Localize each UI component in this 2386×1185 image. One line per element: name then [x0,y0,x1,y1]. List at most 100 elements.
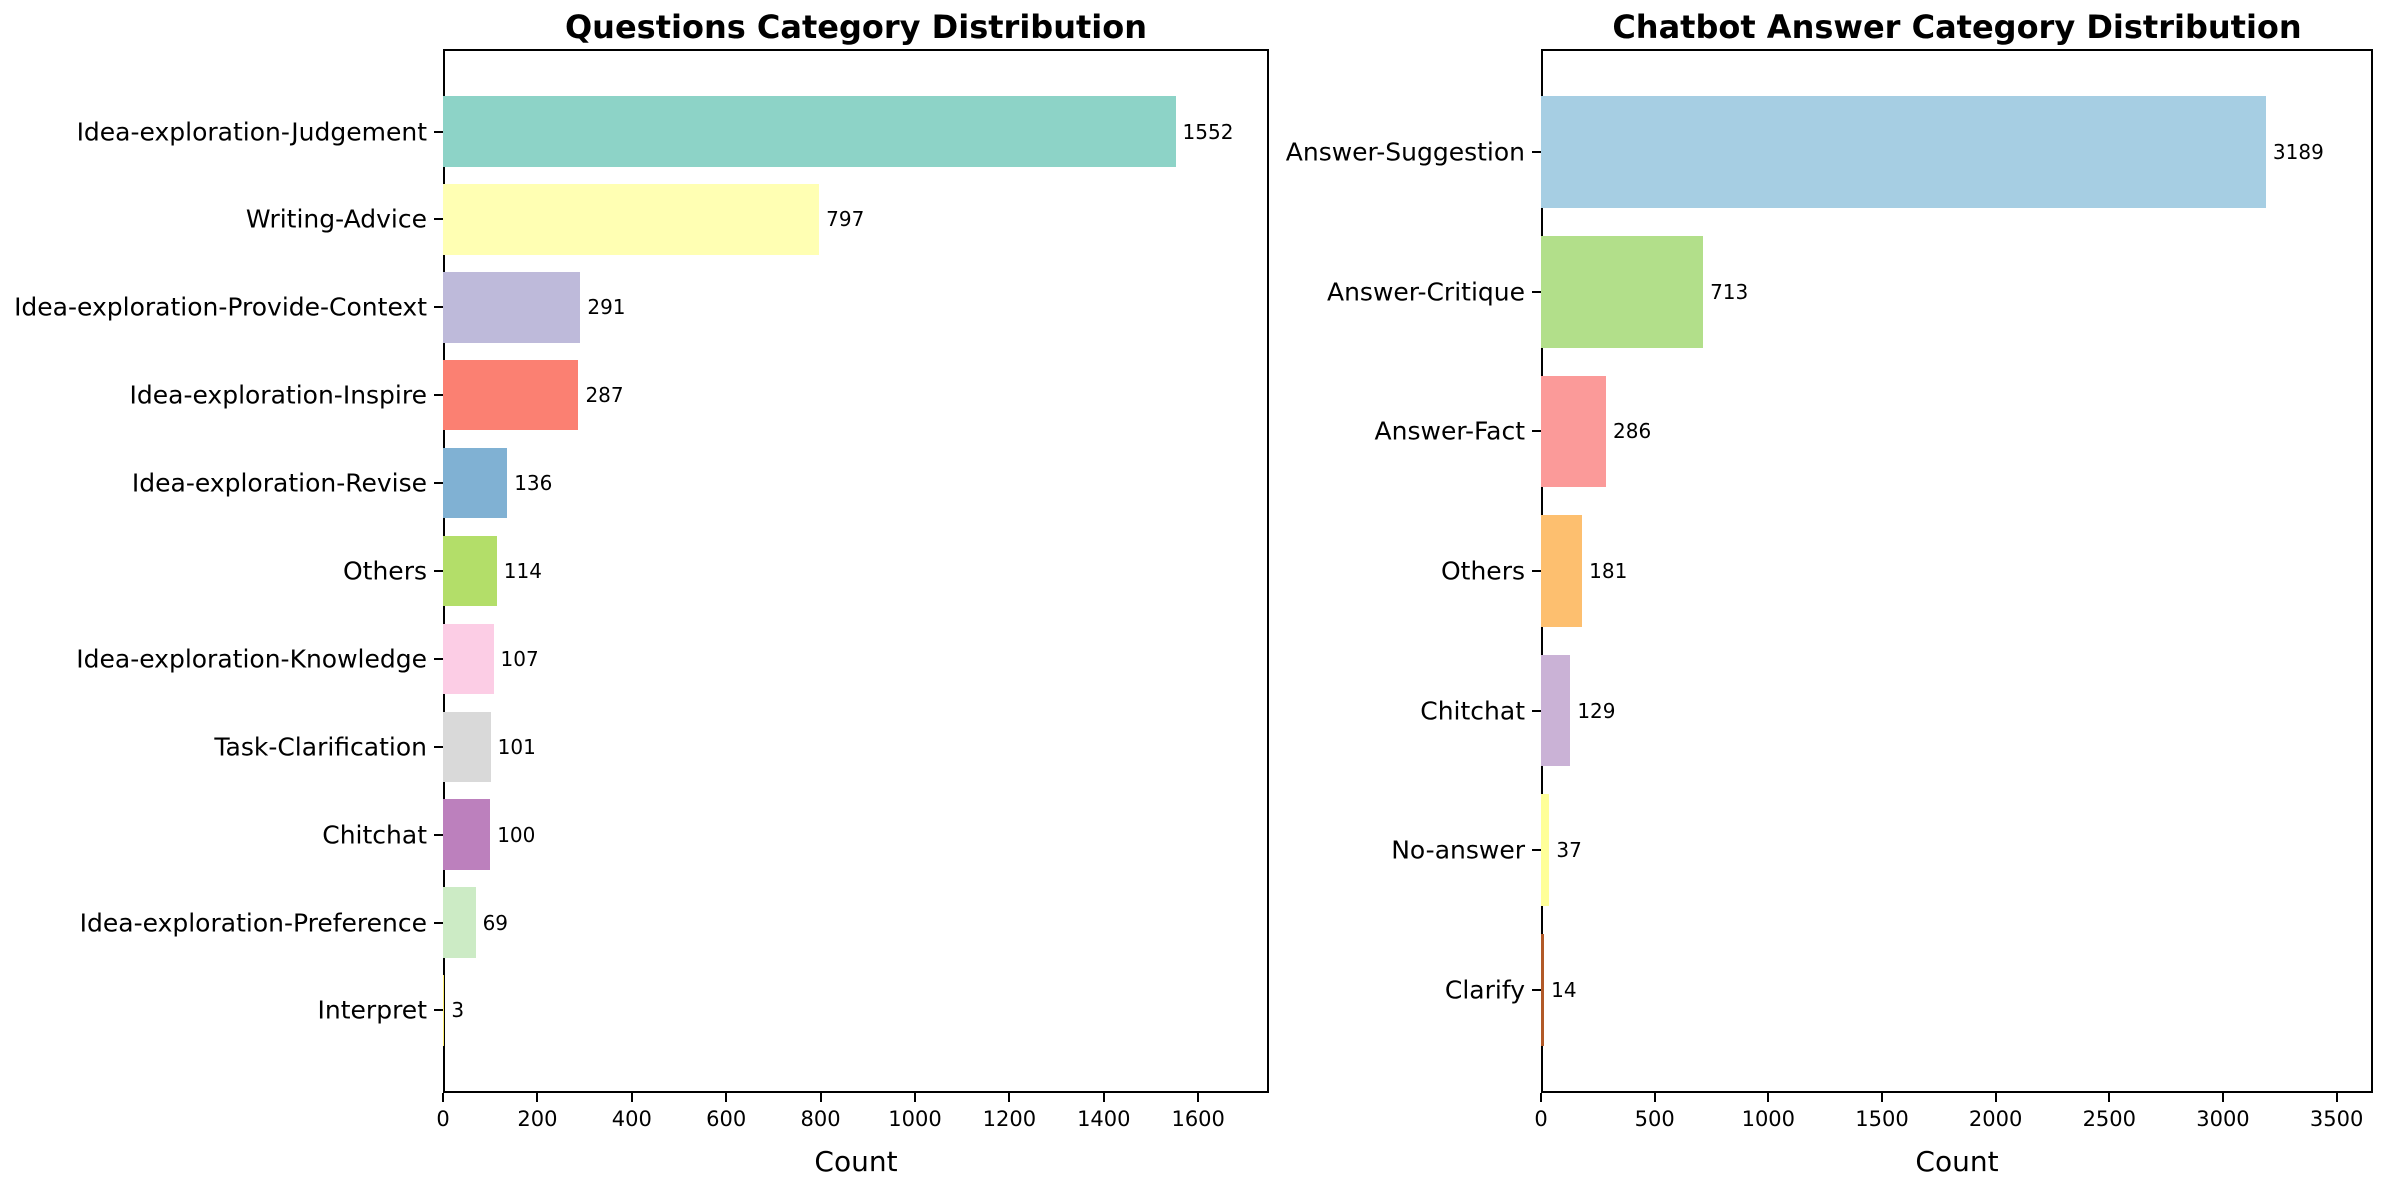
bar-interpret [443,975,445,1046]
y-tick-mark [434,218,443,221]
questions-chart-title: Questions Category Distribution [564,8,1148,46]
x-tick-mark [819,1093,822,1102]
category-label-answer-fact: Answer-Fact [1374,416,1525,446]
x-axis-label-count: Count [814,1145,898,1178]
chatbot-plot-area [1541,49,2373,1093]
category-label-answer-critique: Answer-Critique [1326,277,1525,307]
category-label-chitchat: Chitchat [322,820,427,850]
y-tick-mark [434,130,443,133]
x-tick-label: 1000 [888,1107,942,1131]
bar-others [443,535,497,607]
x-tick-mark [725,1093,728,1102]
y-tick-mark [434,1009,443,1012]
value-label-interpret: 3 [451,998,465,1023]
bar-clarify [1541,933,1545,1046]
y-tick-mark [434,921,443,924]
value-label-others: 114 [503,559,542,583]
y-tick-mark [434,306,443,309]
y-tick-mark [1532,988,1541,991]
category-label-task-clarification: Task-Clarification [214,732,427,762]
x-tick-label: 1500 [1855,1107,1909,1131]
x-tick-label: 200 [517,1107,558,1131]
x-tick-mark [1540,1093,1542,1102]
y-tick-mark [1532,570,1541,572]
value-label-task-clarification: 101 [497,734,536,759]
x-tick-label: 400 [611,1107,652,1131]
value-label-answer-critique: 713 [1710,279,1749,304]
bar-others [1541,515,1583,627]
x-tick-label: 0 [1534,1107,1548,1131]
y-tick-mark [434,570,443,572]
x-tick-label: 2500 [2082,1107,2137,1131]
x-tick-mark [2221,1093,2224,1102]
value-label-others: 181 [1589,559,1628,583]
value-label-answer-suggestion: 3189 [2272,140,2324,165]
x-tick-label: 3500 [2309,1107,2364,1131]
x-tick-label: 1600 [1171,1107,1225,1131]
y-tick-mark [434,394,443,397]
value-label-idea-exploration-preference: 69 [482,910,509,935]
y-tick-mark [434,657,443,660]
category-label-no-answer: No-answer [1391,835,1525,865]
bar-idea-exploration-preference [443,887,476,958]
x-tick-label: 500 [1634,1107,1675,1131]
x-tick-mark [442,1093,444,1102]
category-label-writing-advice: Writing-Advice [245,204,427,234]
value-label-idea-exploration-judgement: 1552 [1182,119,1234,144]
y-tick-mark [1532,849,1541,852]
value-label-idea-exploration-inspire: 287 [585,383,624,408]
x-tick-label: 1200 [982,1107,1037,1131]
category-label-chitchat: Chitchat [1420,696,1525,726]
category-label-others: Others [1440,556,1525,586]
bar-idea-exploration-revise [443,447,508,519]
value-label-answer-fact: 286 [1613,419,1652,444]
category-label-interpret: Interpret [317,995,427,1025]
y-tick-mark [1532,709,1541,712]
y-tick-mark [1532,430,1541,433]
bar-no-answer [1541,794,1550,906]
y-tick-mark [434,482,443,485]
x-tick-mark [1767,1093,1770,1102]
category-label-answer-suggestion: Answer-Suggestion [1285,137,1525,167]
x-tick-label: 1000 [1741,1107,1796,1131]
value-label-idea-exploration-provide-context: 291 [587,295,626,320]
value-label-chitchat: 129 [1577,698,1616,723]
chatbot-chart-title: Chatbot Answer Category Distribution [1612,8,2302,46]
x-tick-mark [1994,1093,1997,1102]
category-label-others: Others [342,556,427,586]
x-tick-mark [914,1093,916,1102]
bar-answer-fact [1541,375,1606,488]
category-label-idea-exploration-knowledge: Idea-exploration-Knowledge [76,644,427,674]
x-tick-mark [1197,1093,1200,1102]
bar-idea-exploration-provide-context [443,272,581,343]
value-label-writing-advice: 797 [826,207,865,232]
x-tick-mark [1102,1093,1105,1102]
x-tick-mark [630,1093,633,1102]
value-label-clarify: 14 [1551,977,1577,1002]
y-tick-mark [434,833,443,836]
x-tick-label: 800 [800,1107,841,1131]
x-tick-label: 600 [706,1107,747,1131]
bar-idea-exploration-judgement [443,96,1176,167]
bar-answer-critique [1541,236,1704,348]
x-tick-mark [536,1093,539,1102]
category-label-idea-exploration-preference: Idea-exploration-Preference [79,908,427,937]
y-tick-mark [434,745,443,748]
x-tick-label: 1400 [1077,1107,1131,1131]
category-label-idea-exploration-inspire: Idea-exploration-Inspire [129,380,428,410]
category-label-idea-exploration-judgement: Idea-exploration-Judgement [76,117,427,147]
x-tick-mark [1880,1093,1883,1102]
bar-answer-suggestion [1541,96,2266,209]
category-label-idea-exploration-revise: Idea-exploration-Revise [131,468,427,498]
value-label-idea-exploration-revise: 136 [514,471,553,496]
x-tick-label: 2000 [1968,1107,2023,1131]
x-tick-label: 3000 [2196,1107,2250,1131]
bar-chitchat [443,799,491,870]
bar-chitchat [1541,654,1571,767]
category-label-idea-exploration-provide-context: Idea-exploration-Provide-Context [14,292,427,322]
bar-writing-advice [443,184,820,255]
x-tick-mark [1653,1093,1656,1102]
y-tick-mark [1532,151,1541,154]
bar-idea-exploration-knowledge [443,623,494,695]
